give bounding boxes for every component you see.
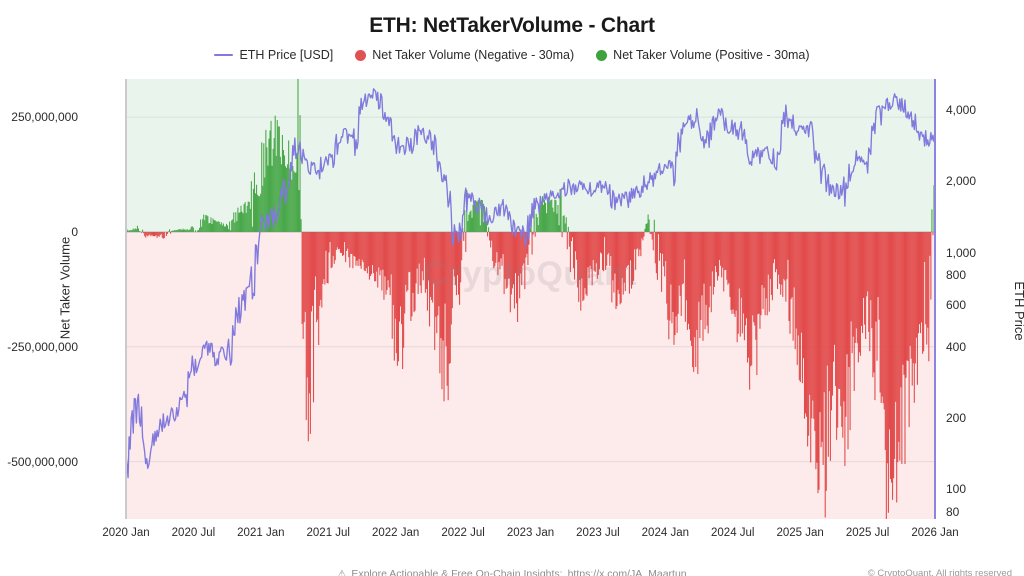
y-axis-right-tick: 400 — [946, 339, 967, 354]
plot-area: CryptoQuant — [125, 79, 936, 519]
legend-label: ETH Price [USD] — [239, 48, 334, 62]
x-axis-tick: 2020 Jul — [171, 527, 216, 539]
x-axis-tick: 2024 Jan — [641, 527, 689, 539]
copyright-text: © CryptoQuant. All rights reserved — [867, 568, 1012, 576]
x-axis-tick: 2022 Jan — [371, 527, 420, 539]
page-title: ETH: NetTakerVolume - Chart — [369, 14, 655, 37]
footer-link[interactable]: https://x.com/JA_Maartun — [567, 568, 687, 576]
x-axis-tick: 2025 Jan — [776, 527, 824, 539]
y-axis-left-label: Net Taker Volume — [57, 236, 73, 340]
y-axis-right-label: ETH Price — [1012, 281, 1024, 341]
legend-label: Net Taker Volume (Negative - 30ma) — [372, 48, 575, 62]
x-axis-tick: 2025 Jul — [845, 527, 890, 539]
line-swatch-icon — [214, 53, 234, 57]
y-axis-right-tick: 200 — [946, 411, 967, 426]
legend-item-net-taker-negative[interactable]: Net Taker Volume (Negative - 30ma) — [355, 48, 574, 62]
y-axis-right-tick: 100 — [946, 482, 967, 497]
y-axis-left-tick: 0 — [71, 224, 78, 239]
legend-item-eth-price[interactable]: ETH Price [USD] — [214, 48, 333, 62]
circle-dot-icon — [596, 49, 608, 61]
x-axis-tick: 2023 Jan — [506, 527, 555, 539]
x-axis-tick: 2021 Jan — [237, 527, 285, 539]
chart-canvas — [126, 79, 935, 519]
footer-promo: ⚠ Explore Actionable & Free On-Chain Ins… — [0, 568, 1024, 576]
y-axis-right-tick: 4,000 — [946, 102, 977, 117]
x-axis-tick: 2024 Jul — [711, 527, 755, 539]
y-axis-right-tick: 1,000 — [946, 245, 977, 260]
chart-legend: ETH Price [USD] Net Taker Volume (Negati… — [0, 48, 1024, 62]
y-axis-right-tick: 80 — [946, 505, 960, 520]
footer-text: Explore Actionable & Free On-Chain Insig… — [351, 568, 563, 576]
y-axis-left-tick: -500,000,000 — [7, 454, 78, 469]
x-axis-tick: 2021 Jul — [306, 527, 350, 539]
y-axis-right-spine — [934, 79, 936, 519]
legend-item-net-taker-positive[interactable]: Net Taker Volume (Positive - 30ma) — [596, 48, 810, 62]
x-axis-tick: 2023 Jul — [576, 527, 620, 539]
y-axis-right-tick: 600 — [946, 298, 967, 313]
legend-label: Net Taker Volume (Positive - 30ma) — [613, 48, 810, 62]
y-axis-left-tick: 250,000,000 — [11, 110, 78, 125]
x-axis-tick: 2022 Jul — [441, 527, 485, 539]
y-axis-right-tick: 800 — [946, 268, 967, 283]
x-axis-tick: 2020 Jan — [102, 527, 150, 539]
y-axis-left-spine — [125, 79, 127, 519]
y-axis-right-tick: 2,000 — [946, 174, 977, 189]
circle-dot-icon — [355, 49, 367, 61]
x-axis-tick: 2026 Jan — [911, 527, 959, 539]
warning-icon: ⚠ — [337, 568, 347, 576]
y-axis-left-tick: -250,000,000 — [7, 339, 78, 354]
